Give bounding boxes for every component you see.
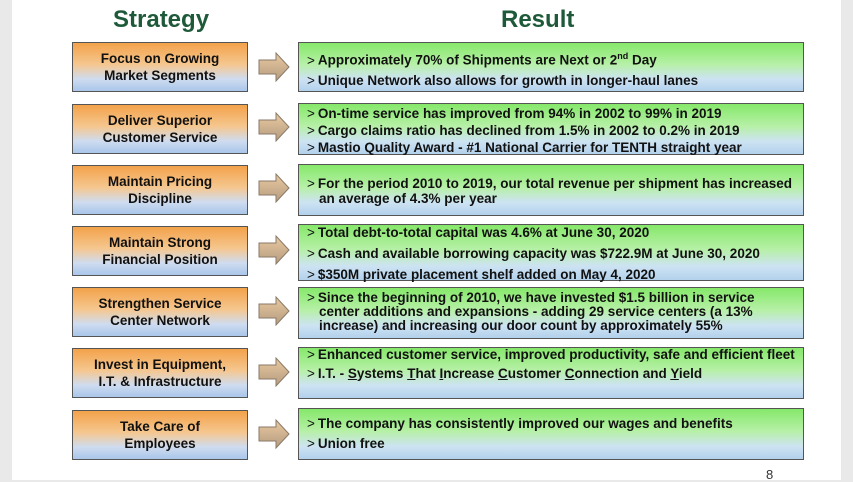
result-box-service-center: > Since the beginning of 2010, we have in… [298,287,804,339]
result-bullet: > The company has consistently improved o… [307,416,733,431]
result-bullet: > Enhanced customer service, improved pro… [307,347,795,362]
result-bullet: > On-time service has improved from 94% i… [307,106,722,121]
strategy-line: Center Network [110,313,210,328]
right-arrow-icon [258,112,290,142]
strategy-box-service-center: Strengthen Service Center Network [72,287,248,337]
strategy-line: Market Segments [104,68,216,83]
strategy-line: Focus on Growing [100,51,220,66]
result-bullet: > Cash and available borrowing capacity w… [307,246,760,261]
strategy-header: Strategy [113,6,210,33]
right-arrow-icon [258,357,290,387]
result-bullet: > Since the beginning of 2010, we have in… [307,290,755,333]
result-header: Result [501,6,575,33]
result-bullet-syscy: > I.T. - Systems That Increase Customer C… [307,366,703,381]
strategy-line: Maintain Pricing [107,174,213,189]
result-box-growing-segments: > Approximately 70% of Shipments are Next… [298,42,804,92]
right-arrow-icon [258,235,290,265]
strategy-box-customer-service: Deliver Superior Customer Service [72,104,248,154]
strategy-line: Deliver Superior [107,113,213,128]
right-arrow-icon [258,296,290,326]
result-box-employees: > The company has consistently improved o… [298,408,804,460]
strategy-box-growing-segments: Focus on Growing Market Segments [72,42,248,92]
result-bullet: > For the period 2010 to 2019, our total … [307,176,793,206]
strategy-line: Strengthen Service [98,296,222,311]
strategy-box-employees: Take Care of Employees [72,410,248,460]
strategy-line: Maintain Strong [108,235,211,250]
strategy-line: Take Care of [119,419,201,434]
result-box-customer-service: > On-time service has improved from 94% i… [298,103,804,155]
result-bullet: > Unique Network also allows for growth i… [307,72,699,88]
strategy-line: Discipline [128,191,192,206]
right-arrow-icon [258,419,290,449]
result-bullet: > Union free [307,436,385,451]
page-number: 8 [766,467,774,482]
result-bullet: > Cargo claims ratio has declined from 1.… [307,123,740,138]
strategy-line: Invest in Equipment, [93,357,226,372]
right-arrow-icon [258,173,290,203]
result-box-financial: > Total debt-to-total capital was 4.6% at… [298,224,804,282]
result-box-equipment-it: > Enhanced customer service, improved pro… [298,347,804,399]
result-box-pricing: > For the period 2010 to 2019, our total … [298,164,804,216]
strategy-box-financial: Maintain Strong Financial Position [72,226,248,276]
strategy-line: I.T. & Infrastructure [98,374,222,389]
strategy-box-equipment-it: Invest in Equipment, I.T. & Infrastructur… [72,348,248,398]
strategy-line: Customer Service [102,130,218,145]
result-bullet: > Approximately 70% of Shipments are Next… [307,51,657,68]
result-bullet: > Total debt-to-total capital was 4.6% at… [307,225,650,240]
strategy-line: Financial Position [102,252,218,267]
right-arrow-icon [258,52,290,82]
result-bullet: > Mastio Quality Award - #1 National Carr… [307,140,742,155]
result-bullet: > $350M private placement shelf added on … [307,267,656,282]
strategy-box-pricing: Maintain Pricing Discipline [72,165,248,215]
strategy-line: Employees [124,436,196,451]
